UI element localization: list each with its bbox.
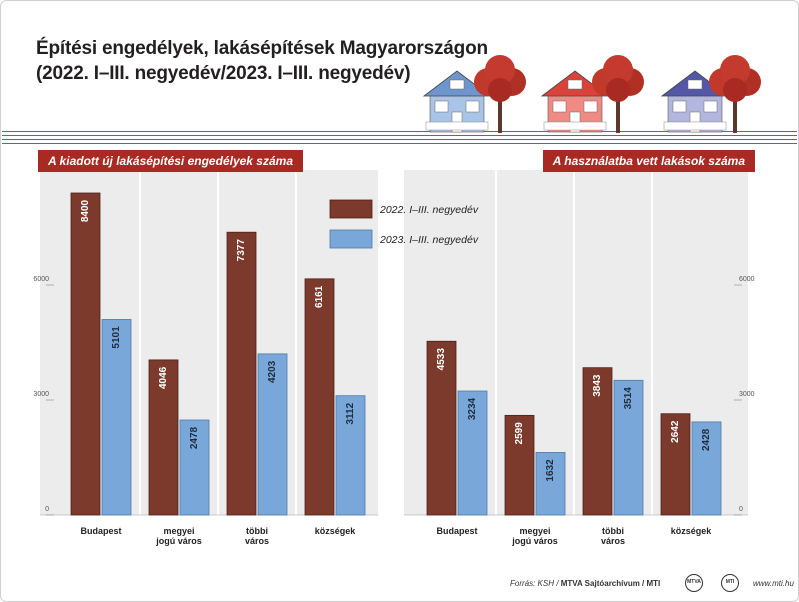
header-band-line bbox=[2, 139, 797, 140]
house-window bbox=[672, 100, 687, 113]
source-footer: Forrás: KSH / MTVA Sajtóarchívum / MTI bbox=[510, 579, 660, 588]
bar-2022 bbox=[426, 340, 457, 516]
bar-2022 bbox=[304, 278, 335, 516]
tree-icon-2 bbox=[592, 55, 644, 133]
category-label: Budapest bbox=[436, 526, 477, 536]
title-line-2: (2022. I–III. negyedév/2023. I–III. negy… bbox=[36, 63, 411, 84]
bar-value-label: 3843 bbox=[592, 374, 603, 397]
legend-swatch-2022 bbox=[329, 199, 373, 219]
chart-right-title: A használatba vett lakások száma bbox=[542, 150, 755, 172]
bar-2023 bbox=[335, 395, 366, 516]
category-label: Budapest bbox=[80, 526, 121, 536]
house-window bbox=[583, 100, 598, 113]
bar-2022 bbox=[226, 231, 257, 516]
bar-2023 bbox=[101, 319, 132, 516]
house-window bbox=[552, 100, 567, 113]
bar-2022 bbox=[582, 367, 613, 516]
legend-label: 2023. I–III. negyedév bbox=[379, 234, 479, 246]
category-label: községek bbox=[315, 526, 357, 536]
bar-2023 bbox=[535, 452, 566, 516]
bar-value-label: 2642 bbox=[670, 420, 681, 443]
tree-trunk bbox=[498, 95, 502, 133]
house-icon-2 bbox=[540, 70, 610, 133]
y-tick-label: 3000 bbox=[33, 391, 49, 398]
tree-icon-1 bbox=[474, 55, 526, 133]
bar-value-label: 6161 bbox=[314, 285, 325, 308]
bar-value-label: 8400 bbox=[80, 199, 91, 222]
bar-value-label: 4533 bbox=[436, 348, 447, 371]
house-attic-window bbox=[449, 79, 465, 90]
house-window bbox=[434, 100, 449, 113]
bar-value-label: 3112 bbox=[345, 402, 356, 424]
bar-2023 bbox=[179, 419, 210, 516]
tree-crown bbox=[603, 55, 633, 85]
house-attic-window bbox=[687, 79, 703, 90]
bar-value-label: 5101 bbox=[111, 326, 122, 349]
chart-legend: 2022. I–III. negyedév 2023. I–III. negyed… bbox=[329, 199, 479, 249]
legend-label: 2022. I–III. negyedév bbox=[379, 204, 479, 216]
tree-crown bbox=[606, 78, 630, 102]
site-url: www.mti.hu bbox=[753, 579, 794, 588]
title-line-1: Építési engedélyek, lakásépítések Magyar… bbox=[36, 38, 488, 59]
tree-crown bbox=[723, 78, 747, 102]
tree-icon-3 bbox=[709, 55, 761, 133]
bar-value-label: 2599 bbox=[514, 422, 525, 445]
house-window bbox=[703, 100, 718, 113]
category-label: jogú város bbox=[155, 536, 202, 546]
bar-value-label: 4203 bbox=[267, 360, 278, 383]
category-label: községek bbox=[671, 526, 713, 536]
bar-value-label: 2478 bbox=[189, 426, 200, 449]
bar-value-label: 3514 bbox=[623, 387, 634, 410]
header-band-line bbox=[2, 135, 797, 136]
tree-crown bbox=[485, 55, 515, 85]
y-tick-label: 3000 bbox=[739, 391, 755, 398]
bar-value-label: 3234 bbox=[467, 397, 478, 420]
tree-trunk bbox=[733, 95, 737, 133]
bar-2022 bbox=[660, 413, 691, 516]
bar-value-label: 2428 bbox=[701, 428, 712, 451]
house-fence bbox=[543, 121, 607, 131]
chart-left-title: A kiadott új lakásépítési engedélyek szá… bbox=[38, 150, 303, 172]
category-label: megyei bbox=[163, 526, 194, 536]
y-tick-label: 0 bbox=[739, 506, 743, 513]
bar-value-label: 4046 bbox=[158, 366, 169, 389]
bar-2023 bbox=[691, 421, 722, 516]
category-label: jogú város bbox=[511, 536, 558, 546]
bar-2023 bbox=[457, 390, 488, 516]
house-attic-window bbox=[567, 79, 583, 90]
bar-2022 bbox=[504, 414, 535, 516]
chart-panel-left: 0 3000 6000 8400 5101 Budapest 4046 2478 megyeij… bbox=[33, 170, 378, 546]
category-label: város bbox=[245, 536, 269, 546]
category-label: többi bbox=[246, 526, 268, 536]
category-label: város bbox=[601, 536, 625, 546]
house-icon-1 bbox=[422, 70, 492, 133]
category-label: megyei bbox=[519, 526, 550, 536]
bar-2022 bbox=[70, 192, 101, 516]
bar-value-label: 1632 bbox=[545, 459, 556, 482]
y-tick-label: 6000 bbox=[739, 276, 755, 283]
y-tick-label: 6000 bbox=[33, 276, 49, 283]
house-fence bbox=[663, 121, 727, 131]
bar-2022 bbox=[148, 359, 179, 516]
mti-logo-icon: MTI bbox=[721, 574, 739, 592]
header-band-line bbox=[2, 143, 797, 144]
credit-text: MTVA Sajtóarchívum / MTI bbox=[560, 579, 661, 588]
mtva-logo-icon: MTVA bbox=[685, 574, 703, 592]
legend-swatch-2023 bbox=[329, 229, 373, 249]
header-band-line bbox=[2, 131, 797, 132]
bar-value-label: 7377 bbox=[236, 239, 247, 262]
infographic-title: Építési engedélyek, lakásépítések Magyar… bbox=[36, 36, 488, 86]
house-fence bbox=[425, 121, 489, 131]
category-label: többi bbox=[602, 526, 624, 536]
bar-2023 bbox=[613, 379, 644, 516]
source-text: Forrás: KSH / bbox=[510, 579, 561, 588]
tree-crown bbox=[488, 78, 512, 102]
bar-2023 bbox=[257, 353, 288, 516]
tree-crown bbox=[720, 55, 750, 85]
y-tick-label: 0 bbox=[45, 506, 49, 513]
tree-trunk bbox=[616, 95, 620, 133]
chart-panel-right: 0 3000 6000 4533 3234 Budapest 2599 1632 megyeij… bbox=[404, 170, 755, 546]
house-window bbox=[465, 100, 480, 113]
